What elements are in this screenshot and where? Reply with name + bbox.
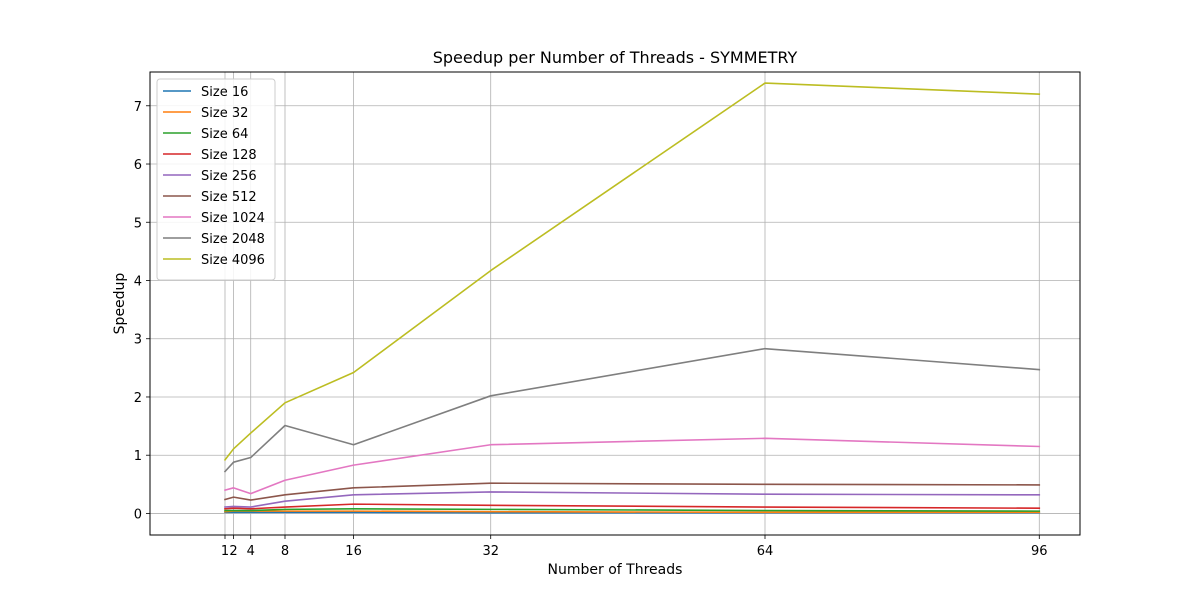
x-tick-label: 32 (482, 544, 499, 559)
legend-label-size-1024: Size 1024 (201, 211, 265, 226)
x-tick-label: 64 (757, 544, 774, 559)
x-tick-label: 96 (1031, 544, 1048, 559)
x-tick-label: 4 (247, 544, 255, 559)
legend-label-size-16: Size 16 (201, 85, 248, 100)
legend-label-size-4096: Size 4096 (201, 253, 265, 268)
y-tick-label: 2 (134, 391, 142, 406)
chart-title: Speedup per Number of Threads - SYMMETRY (433, 48, 798, 67)
y-tick-label: 0 (134, 507, 142, 522)
x-tick-label: 16 (345, 544, 362, 559)
legend-label-size-2048: Size 2048 (201, 232, 265, 247)
series-line-size-512 (224, 482, 1041, 501)
series-line-size-256 (224, 491, 1041, 508)
legend-label-size-64: Size 64 (201, 127, 248, 142)
y-axis-title: Speedup (112, 273, 128, 335)
plot-frame (149, 71, 1081, 536)
x-tick-label: 1 (221, 544, 229, 559)
series-line-size-1024 (224, 437, 1041, 495)
legend-label-size-128: Size 128 (201, 148, 257, 163)
x-tick-label: 2 (229, 544, 237, 559)
y-tick-label: 1 (134, 449, 142, 464)
series-line-size-64 (224, 507, 1041, 512)
legend-label-size-256: Size 256 (201, 169, 257, 184)
legend-box (156, 78, 276, 281)
legend: Size 16 Size 32 Size 64 Size 128 Size 256 Siz… (156, 78, 276, 281)
y-tick-label: 3 (134, 333, 142, 348)
y-tick-label: 5 (134, 216, 142, 231)
y-tick-label: 4 (134, 274, 142, 289)
series-lines (223, 82, 1041, 514)
series-line-size-2048 (223, 347, 1041, 473)
x-axis-title: Number of Threads (548, 562, 683, 578)
series-line-size-4096 (223, 82, 1041, 461)
legend-label-size-32: Size 32 (201, 106, 248, 121)
series-line-size-128 (224, 503, 1041, 510)
x-tick-label: 8 (281, 544, 289, 559)
y-tick-label: 6 (134, 158, 142, 173)
legend-label-size-512: Size 512 (201, 190, 257, 205)
y-tick-label: 7 (134, 100, 142, 115)
